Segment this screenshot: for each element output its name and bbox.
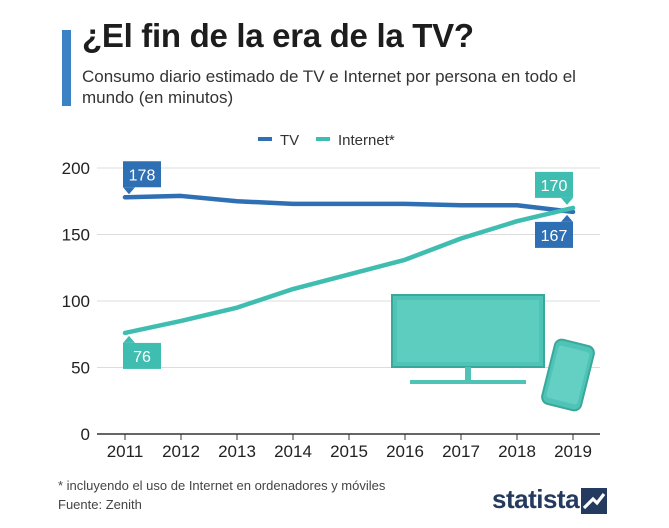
legend: TV Internet* [258,132,395,149]
legend-label-internet: Internet* [338,132,395,149]
smartphone-icon [541,338,595,412]
series-line-internet [122,205,576,336]
y-tick-label: 100 [62,292,90,311]
y-tick-label: 50 [71,359,90,378]
footnote: * incluyendo el uso de Internet en orden… [58,478,386,493]
statista-logo-text[interactable]: statista [492,484,580,514]
chart-title: ¿El fin de la era de la TV? [82,17,474,54]
tv-icon [391,294,545,384]
x-tick-label: 2015 [330,442,368,461]
legend-label-tv: TV [280,132,299,149]
x-axis: 2011 2012 2013 2014 2015 2016 2017 2018 2019 [107,434,592,461]
data-label-internet-2011: 76 [123,335,161,369]
data-label-tv-2011: 178 [123,161,161,195]
x-tick-label: 2011 [107,442,144,461]
data-label-text: 167 [541,228,568,245]
x-tick-label: 2013 [218,442,256,461]
statista-logo-icon [581,488,607,514]
x-tick-label: 2018 [498,442,536,461]
x-tick-label: 2014 [274,442,312,461]
x-tick-label: 2017 [442,442,480,461]
y-axis: 0 50 100 150 200 [62,159,90,444]
title-accent-bar [62,30,71,106]
data-label-internet-2019: 170 [535,171,573,205]
x-tick-label: 2012 [162,442,200,461]
data-label-text: 178 [129,167,156,184]
series-line-tv [122,193,576,215]
x-tick-label: 2016 [386,442,424,461]
data-label-text: 170 [541,178,568,195]
source: Fuente: Zenith [58,497,142,512]
y-tick-label: 0 [81,425,90,444]
data-label-text: 76 [133,349,151,366]
y-tick-label: 150 [62,226,90,245]
x-tick-label: 2019 [554,442,592,461]
chart-subtitle: Consumo diario estimado de TV e Internet… [82,67,576,107]
y-tick-label: 200 [62,159,90,178]
data-labels: 178 76 170 167 [123,161,573,369]
series-layer [122,193,576,336]
data-label-tv-2019: 167 [535,214,573,248]
